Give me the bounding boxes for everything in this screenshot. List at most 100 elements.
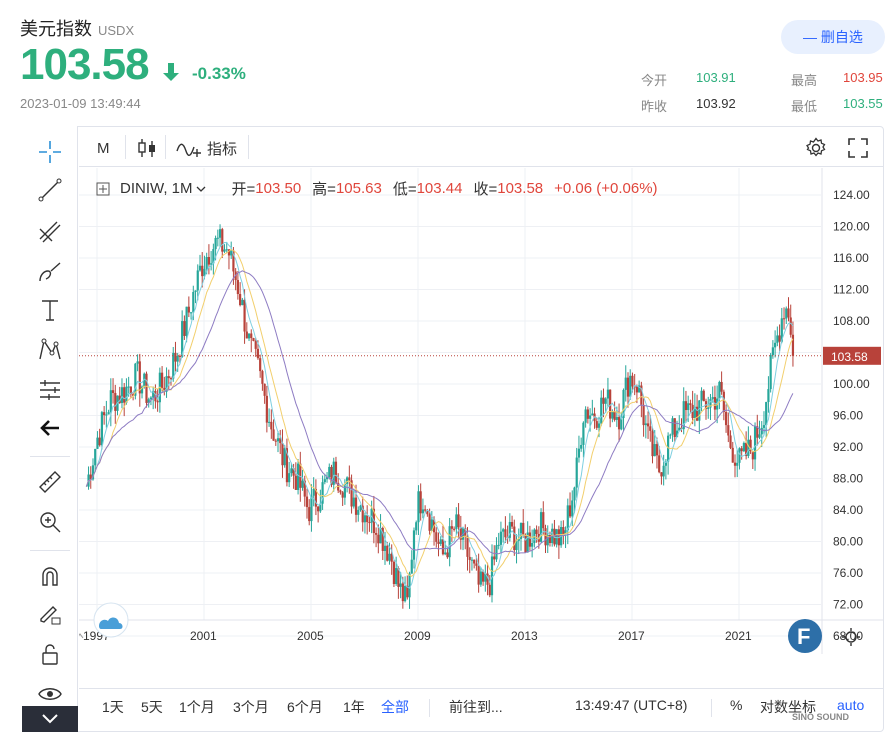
text-tool[interactable] [32,294,68,326]
brush-icon [39,262,61,282]
candle-body [468,556,471,560]
candle-body [185,306,188,336]
forecast-tool[interactable] [32,374,68,406]
trend-line-tool[interactable] [32,174,68,206]
legend-symbol[interactable]: DINIW, 1M [120,180,193,197]
candle-body [702,390,705,402]
brush-tool[interactable] [32,256,68,288]
candle-body [259,358,262,372]
candle-body [285,448,289,483]
back-tool[interactable] [32,412,68,444]
candle-body [163,387,166,392]
clock-timezone[interactable]: 13:49:47 (UTC+8) [575,697,688,713]
range-5d[interactable]: 5天 [141,699,163,715]
range-3m[interactable]: 3个月 [233,699,269,715]
ma-mid-line [85,249,794,578]
drawing-mode-tool[interactable] [32,598,68,630]
candle-body [312,489,315,496]
range-1y[interactable]: 1年 [343,699,365,715]
collapse-toolbar-button[interactable] [22,706,78,732]
range-6m[interactable]: 6个月 [287,699,323,715]
axis-gear-icon [845,631,857,643]
goto-date-button[interactable]: 前往到... [449,699,503,715]
candle-body [700,390,703,401]
indicators-button[interactable]: 指标 [175,135,237,161]
candle-body [669,434,672,436]
candle-body [646,423,650,427]
candle-body [435,532,438,542]
candle-body [675,430,679,438]
candle-body [154,390,157,402]
legend-change: +0.06 (+0.06%) [554,180,658,197]
fullscreen-button[interactable] [847,135,869,161]
candle-body [143,373,146,387]
candle-body [664,461,667,466]
candle-body [181,321,184,357]
candle-body [156,401,159,403]
range-all[interactable]: 全部 [381,699,409,715]
x-tick-label: 2009 [404,629,431,643]
candle-body [720,381,723,392]
lock-tool[interactable] [32,638,68,670]
candle-body [455,514,458,529]
chart-type-button[interactable] [137,135,157,161]
candle-body [531,543,534,547]
candle-body [446,552,449,558]
percent-scale-toggle[interactable]: % [730,697,743,713]
candle-body [564,530,567,535]
ruler-tool[interactable] [32,466,68,498]
candle-body [571,500,574,517]
candle-body [410,559,413,574]
candle-body [662,465,665,477]
candle-body [221,229,224,252]
candle-body [91,465,95,480]
candle-body [729,435,732,448]
settings-button[interactable] [805,135,827,161]
candle-body [562,527,565,535]
candle-body [760,427,763,435]
candle-body [629,375,632,397]
candle-body [568,505,572,517]
candle-body [292,468,295,476]
candle-body [660,472,663,477]
candle-body [439,539,442,544]
candle-body [261,371,264,384]
range-1m[interactable]: 1个月 [179,699,215,715]
candle-body [611,411,614,419]
interval-selector[interactable]: M [97,139,110,157]
candle-body [132,394,135,396]
remove-watchlist-button[interactable]: — 删自选 [781,20,885,54]
candle-body [776,335,779,343]
pitchfork-tool[interactable] [32,216,68,248]
candle-body [687,403,690,411]
magnet-tool[interactable] [32,560,68,592]
auto-scale-toggle[interactable]: auto [837,697,865,713]
candle-body [633,386,636,388]
candle-body [145,373,148,403]
expand-legend-icon[interactable] [96,182,110,196]
price-chart[interactable]: 103.5868.0072.0076.0080.0084.0088.0092.0… [79,168,883,654]
range-1d[interactable]: 1天 [102,699,124,715]
watermark: SINO SOUND [792,712,850,722]
log-scale-toggle[interactable]: 对数坐标 [760,699,816,715]
candle-body [640,385,643,405]
zoom-tool[interactable] [32,506,68,538]
prediction-icon [40,380,60,400]
ma-short-line [85,241,794,589]
crosshair-tool[interactable] [32,136,68,168]
candle-body [502,529,505,532]
candle-body [167,376,170,379]
pattern-tool[interactable] [32,334,68,366]
chevron-down-icon[interactable] [196,185,206,193]
candle-body [196,270,199,291]
candle-body [591,413,594,416]
candle-body [227,249,231,256]
candle-body [722,391,725,412]
candle-body [756,426,759,438]
magnet-icon [42,567,58,586]
candle-body [724,411,728,426]
visibility-tool[interactable] [32,678,68,710]
candle-body [613,411,616,420]
candle-body [421,509,425,514]
candle-body [274,440,277,442]
